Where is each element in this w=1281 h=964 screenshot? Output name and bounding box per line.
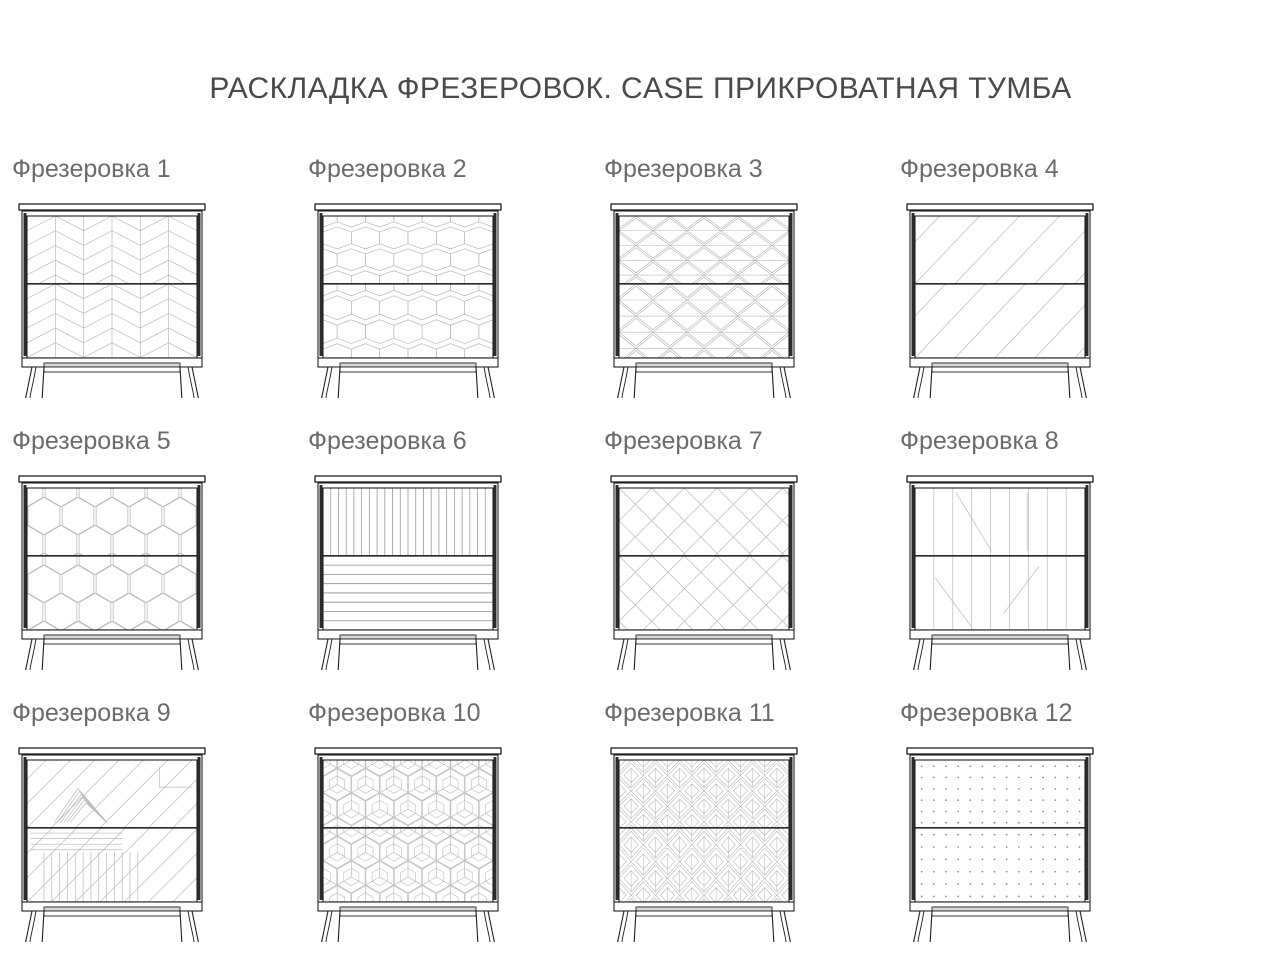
pattern-label-10: Фрезеровка 10	[308, 699, 481, 728]
pattern-label-1: Фрезеровка 1	[12, 155, 171, 184]
cabinet-drawing-5	[12, 470, 212, 670]
pattern-cell-12[interactable]: Фрезеровка 12	[888, 692, 1184, 964]
cabinet-drawing-4	[900, 198, 1100, 398]
cabinet-drawing-9	[12, 742, 212, 942]
cabinet-drawing-3	[604, 198, 804, 398]
pattern-label-6: Фрезеровка 6	[308, 427, 467, 456]
pattern-label-3: Фрезеровка 3	[604, 155, 763, 184]
cabinet-drawing-2	[308, 198, 508, 398]
cabinet-drawing-8	[900, 470, 1100, 670]
cabinet-drawing-6	[308, 470, 508, 670]
cabinet-drawing-7	[604, 470, 804, 670]
pattern-cell-11[interactable]: Фрезеровка 11	[592, 692, 888, 964]
pattern-row: Фрезеровка 5 Фрезеровка 6 Фрезеровка 7 Фрез…	[0, 420, 1281, 692]
pattern-cell-3[interactable]: Фрезеровка 3	[592, 148, 888, 420]
pattern-row: Фрезеровка 1 Фрезеровка 2 Фрезеровка 3 Фрез…	[0, 148, 1281, 420]
pattern-cell-2[interactable]: Фрезеровка 2	[296, 148, 592, 420]
cabinet-drawing-12	[900, 742, 1100, 942]
pattern-label-8: Фрезеровка 8	[900, 427, 1059, 456]
pattern-label-12: Фрезеровка 12	[900, 699, 1073, 728]
pattern-cell-5[interactable]: Фрезеровка 5	[0, 420, 296, 692]
pattern-cell-6[interactable]: Фрезеровка 6	[296, 420, 592, 692]
pattern-label-11: Фрезеровка 11	[604, 699, 775, 728]
pattern-label-2: Фрезеровка 2	[308, 155, 467, 184]
pattern-label-5: Фрезеровка 5	[12, 427, 171, 456]
cabinet-drawing-10	[308, 742, 508, 942]
pattern-cell-4[interactable]: Фрезеровка 4	[888, 148, 1184, 420]
cabinet-drawing-1	[12, 198, 212, 398]
pattern-cell-7[interactable]: Фрезеровка 7	[592, 420, 888, 692]
pattern-label-7: Фрезеровка 7	[604, 427, 763, 456]
pattern-cell-1[interactable]: Фрезеровка 1	[0, 148, 296, 420]
page-title: РАСКЛАДКА ФРЕЗЕРОВОК. CASE ПРИКРОВАТНАЯ …	[0, 72, 1281, 106]
pattern-grid: Фрезеровка 1 Фрезеровка 2 Фрезеровка 3 Фрез…	[0, 148, 1281, 964]
pattern-cell-8[interactable]: Фрезеровка 8	[888, 420, 1184, 692]
pattern-label-4: Фрезеровка 4	[900, 155, 1059, 184]
pattern-cell-9[interactable]: Фрезеровка 9	[0, 692, 296, 964]
cabinet-drawing-11	[604, 742, 804, 942]
pattern-row: Фрезеровка 9 Фрезеровка 10 Фрезеровка 11 Фр…	[0, 692, 1281, 964]
pattern-cell-10[interactable]: Фрезеровка 10	[296, 692, 592, 964]
pattern-label-9: Фрезеровка 9	[12, 699, 171, 728]
